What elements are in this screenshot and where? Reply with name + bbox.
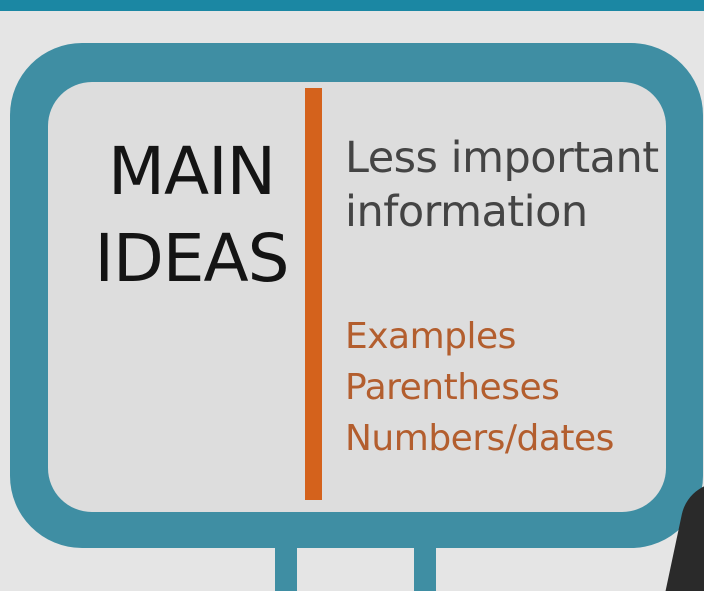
- less-important-line1: Less important: [345, 133, 659, 183]
- top-banner: [0, 0, 704, 11]
- less-important-heading: Less important information: [345, 132, 659, 240]
- main-ideas-line2: IDEAS: [94, 220, 289, 298]
- main-ideas-heading: MAIN IDEAS: [84, 128, 299, 302]
- main-ideas-line1: MAIN: [108, 133, 276, 210]
- board-divider: [305, 88, 322, 500]
- detail-item-parentheses: Parentheses: [345, 367, 560, 409]
- board-leg-right: [414, 545, 436, 591]
- detail-item-examples: Examples: [345, 316, 516, 357]
- board-panel: [48, 82, 666, 512]
- board-leg-left: [275, 545, 297, 591]
- detail-list: Examples Parentheses Numbers/dates: [345, 311, 614, 464]
- less-important-line2: information: [345, 186, 588, 237]
- detail-item-numbers-dates: Numbers/dates: [345, 418, 614, 460]
